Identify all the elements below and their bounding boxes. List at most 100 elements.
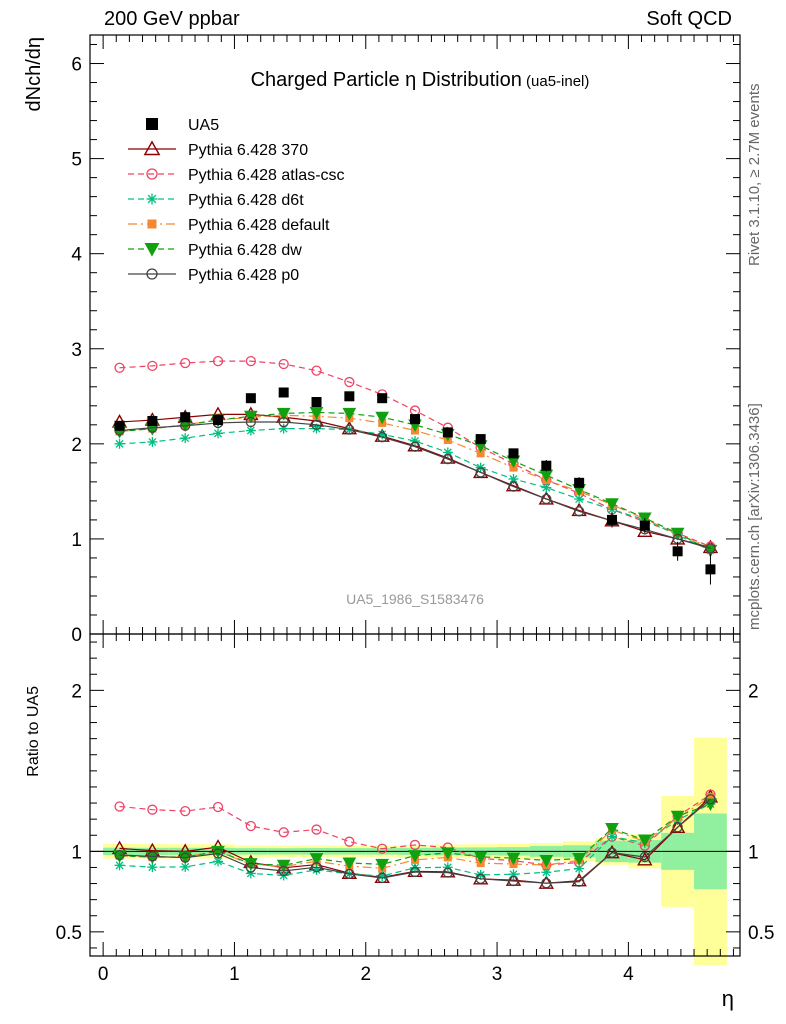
ratio-point [211, 845, 225, 859]
ratio-point [344, 836, 355, 847]
series-point [311, 419, 322, 430]
x-tick-label: 4 [623, 964, 634, 985]
series-point [475, 467, 486, 478]
series-point [147, 436, 158, 447]
legend-label: Pythia 6.428 p0 [188, 267, 299, 284]
ratio-point [114, 849, 125, 861]
ratio-point [344, 868, 355, 880]
data-point [180, 412, 191, 423]
ratio-point [572, 852, 586, 866]
x-axis-label: η [722, 986, 734, 1011]
ratio-point [409, 866, 421, 878]
legend-entry-5: Pythia 6.428 p0 [128, 267, 299, 284]
y-axis-label: dNch/dη [23, 37, 45, 112]
ratio-point [278, 827, 289, 838]
series-line-3 [119, 414, 711, 549]
series-point [508, 481, 519, 492]
series-point [344, 424, 355, 435]
ratio-point [147, 851, 158, 862]
ratio-point [309, 853, 324, 866]
ratio-point [311, 862, 322, 873]
ratio-point [212, 848, 224, 859]
series-point [147, 360, 158, 372]
axis-labels: Charged Particle η Distribution (ua5-ine… [23, 37, 734, 1011]
series-point [508, 474, 519, 485]
series-point [377, 432, 388, 443]
series-line-1 [119, 360, 711, 548]
analysis-label: UA5_1986_S1583476 [346, 591, 484, 607]
ratio-point [276, 859, 291, 873]
series-point [541, 493, 552, 505]
ratio-point [180, 805, 191, 817]
ratio-frame [89, 633, 741, 957]
data-point [606, 514, 617, 525]
ratio-point [442, 867, 453, 878]
ratio-y-tick-label-right: 2 [748, 681, 759, 702]
data-point [475, 434, 486, 445]
series-point [442, 453, 453, 465]
ratio-y-tick-label-right: 0.5 [748, 923, 774, 944]
ratio-point [637, 851, 653, 866]
ratio-point [375, 858, 390, 872]
y-tick-label: 4 [71, 245, 82, 266]
legend-label: Pythia 6.428 370 [188, 142, 308, 159]
x-tick-label: 2 [360, 964, 371, 985]
ticks: 0 1 2 3 4 0 1 2 3 4 5 6 0.5 0.5 1 1 2 2 [56, 35, 774, 985]
legend-marker [146, 268, 158, 280]
y-tick-label: 3 [71, 340, 82, 361]
axis-frames [89, 34, 741, 957]
legend-marker [143, 140, 161, 156]
legend-label: UA5 [188, 117, 219, 134]
series-point [245, 355, 257, 367]
ratio-point [278, 865, 289, 877]
legend-entry-2: Pythia 6.428 d6t [128, 192, 304, 209]
y-tick-label: 5 [71, 150, 82, 171]
data-point [311, 397, 322, 408]
series-point [244, 410, 258, 424]
data-point [574, 477, 585, 488]
ratio-point [637, 834, 652, 848]
ratio-point [245, 862, 257, 873]
data-point [639, 520, 650, 531]
ratio-point [573, 876, 585, 887]
data-point [114, 420, 125, 431]
ratio-point [606, 847, 618, 858]
ratio-point [180, 852, 191, 863]
y-tick-label: 2 [71, 435, 82, 456]
series-point [114, 362, 125, 373]
legend-label: Pythia 6.428 default [188, 217, 330, 234]
ratio-line-5 [119, 798, 711, 884]
data-point [147, 416, 158, 427]
series-point [213, 428, 224, 439]
ratio-y-tick-label: 0.5 [56, 923, 82, 944]
legend-marker [144, 243, 160, 257]
ratio-point [606, 831, 617, 842]
ratio-y-tick-label-right: 1 [748, 842, 759, 863]
legend-marker [146, 118, 158, 130]
series-point [245, 425, 256, 436]
data-point [705, 564, 716, 575]
legend-entry-4: Pythia 6.428 dw [128, 242, 302, 259]
series-point [541, 482, 552, 493]
ratio-point [539, 854, 554, 868]
legend-label: Pythia 6.428 atlas-csc [188, 167, 345, 184]
series-point [605, 498, 619, 511]
series-point [344, 376, 355, 388]
ratio-point [440, 847, 455, 860]
data-layer [114, 387, 716, 585]
series-point [573, 506, 585, 517]
series-point [409, 441, 421, 452]
series-point [705, 543, 716, 554]
series-point [276, 407, 291, 421]
data-point [442, 427, 453, 438]
ratio-point [377, 843, 388, 854]
legend-entry-data: UA5 [146, 117, 219, 134]
series-point [476, 449, 485, 458]
ratio-y-tick-label: 2 [71, 681, 82, 702]
ratio-point [342, 857, 357, 870]
y-tick-label: 0 [71, 625, 82, 646]
series-layer [111, 355, 719, 889]
series-point [375, 411, 390, 425]
series-point [670, 527, 685, 541]
